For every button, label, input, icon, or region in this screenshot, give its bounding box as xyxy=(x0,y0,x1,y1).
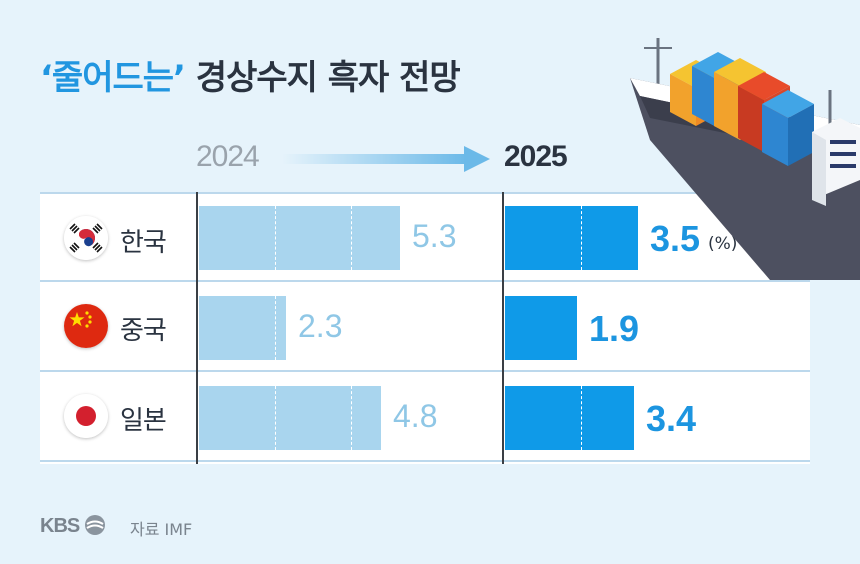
table-row: 한국 xyxy=(40,192,810,282)
arrow-icon xyxy=(282,146,490,172)
value-label-2024-0: 5.3 xyxy=(412,218,457,254)
gridline xyxy=(581,386,582,450)
value-label-2025-0: 3.5 xyxy=(650,218,701,259)
title-accent: ‘줄어드는’ xyxy=(40,58,186,98)
year-label-2024: 2024 xyxy=(196,140,260,173)
bar-2025-1 xyxy=(505,296,577,360)
country-label: 한국 xyxy=(120,228,167,258)
korea-flag-icon xyxy=(64,216,108,260)
gridline xyxy=(581,206,582,270)
source-label: 자료 IMF xyxy=(130,520,193,539)
kbs-logo: KBS xyxy=(40,514,106,538)
china-flag-icon xyxy=(64,304,108,348)
gridline xyxy=(275,386,276,450)
page-title: ‘줄어드는’ 경상수지 흑자 전망 xyxy=(40,50,461,99)
bar-2024-2 xyxy=(199,386,381,450)
gridline xyxy=(351,386,352,450)
country-label: 일본 xyxy=(120,406,167,436)
container-ship-illustration xyxy=(630,38,860,280)
unit-label: (%) xyxy=(708,234,738,254)
gridline xyxy=(351,206,352,270)
year-label-2025: 2025 xyxy=(504,140,568,173)
bar-2024-1 xyxy=(199,296,286,360)
value-label-2025-2: 3.4 xyxy=(646,398,697,439)
column-divider xyxy=(196,192,198,464)
bar-2025-0 xyxy=(505,206,638,270)
table-row: 중국 xyxy=(40,282,810,372)
bar-2024-0 xyxy=(199,206,400,270)
value-label-2024-1: 2.3 xyxy=(298,308,343,344)
japan-flag-icon xyxy=(64,394,108,438)
bar-2025-2 xyxy=(505,386,634,450)
column-divider xyxy=(502,192,504,464)
table-row: 일본 xyxy=(40,372,810,462)
country-label: 중국 xyxy=(120,316,167,346)
kbs-logo-icon xyxy=(84,515,105,535)
value-label-2025-1: 1.9 xyxy=(589,308,640,349)
gridline xyxy=(275,206,276,270)
value-label-2024-2: 4.8 xyxy=(393,398,438,434)
comparison-table: 한국 중국 일본 5.3 3.5 (%) 2.3 1.9 4.8 3.4 xyxy=(40,192,810,464)
gridline xyxy=(275,296,276,360)
title-rest: 경상수지 흑자 전망 xyxy=(195,58,461,98)
